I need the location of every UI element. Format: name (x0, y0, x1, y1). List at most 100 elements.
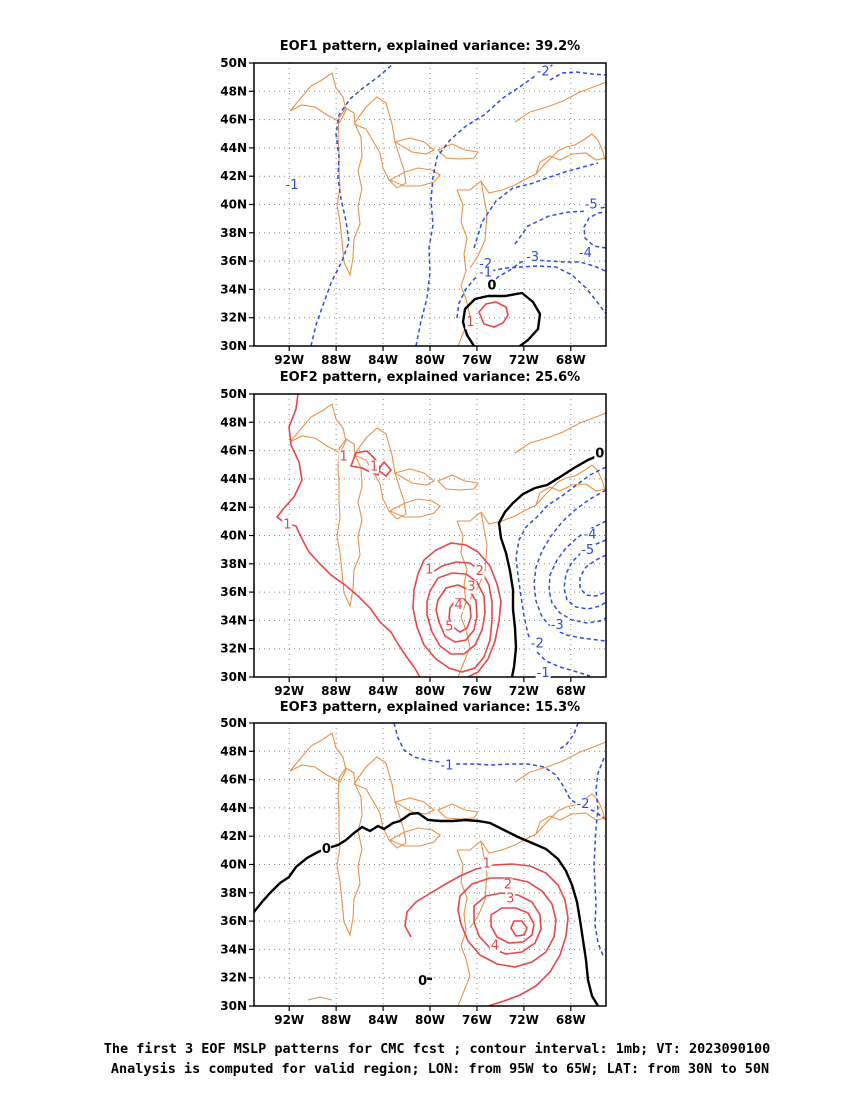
lon-tick-label: 72W (509, 1013, 539, 1027)
contour-label: 1 (340, 450, 348, 465)
panel-title: EOF2 pattern, explained variance: 25.6% (280, 370, 580, 385)
contour-label: 4 (491, 938, 499, 953)
coastlines (289, 732, 606, 1006)
lon-tick-label: 68W (556, 684, 586, 698)
contour-label: 0 (487, 278, 496, 293)
lon-tick-label: 92W (274, 1013, 304, 1027)
contour-label-background (417, 974, 428, 988)
contour-label-background (582, 528, 598, 542)
lon-tick-label: 92W (274, 684, 304, 698)
lon-tick-label: 76W (462, 1013, 492, 1027)
contour-label-background (478, 266, 494, 280)
lat-tick-label: 44N (220, 141, 247, 155)
contour-label-background (525, 251, 541, 265)
lon-tick-label: 88W (321, 1013, 351, 1027)
lat-tick-label: 50N (220, 387, 247, 401)
contour-label: 0 (322, 842, 331, 857)
contour-label-background (284, 178, 300, 192)
lat-tick-label: 48N (220, 744, 247, 758)
contour-label: -1 (440, 759, 453, 774)
axis-ticks: 92W 88W 84W 80W 76W 72W 68W 30N 32N 34N 36N 38N 40N 4… (220, 716, 586, 1027)
contour-label-background (549, 618, 565, 632)
contour-label: -4 (579, 246, 592, 261)
lat-tick-label: 38N (220, 886, 247, 900)
lat-tick-label: 48N (220, 84, 247, 98)
lon-tick-label: 84W (368, 353, 398, 367)
contour-label-background (453, 599, 464, 613)
lat-tick-label: 36N (220, 585, 247, 599)
lat-tick-label: 50N (220, 56, 247, 70)
contour-label: 1 (370, 459, 378, 474)
contour-label-background (369, 460, 380, 474)
lat-tick-label: 46N (220, 113, 247, 127)
contour-label-background (535, 65, 551, 79)
lon-tick-label: 72W (509, 684, 539, 698)
coastlines (289, 403, 606, 677)
lon-tick-label: 76W (462, 353, 492, 367)
eof2-panel: EOF2 pattern, explained variance: 25.6% (220, 370, 607, 698)
contour-label-background (505, 892, 516, 906)
contour-label: 1 (483, 856, 491, 871)
contour-label: 1 (425, 563, 433, 578)
lat-tick-label: 46N (220, 773, 247, 787)
lon-tick-label: 84W (368, 684, 398, 698)
contour-label: -1 (479, 266, 492, 281)
contour-label-background (444, 620, 455, 634)
lat-tick-label: 38N (220, 226, 247, 240)
lat-tick-label: 42N (220, 500, 247, 514)
contour-label-background (594, 447, 605, 461)
contours (275, 394, 606, 677)
lat-tick-label: 50N (220, 716, 247, 730)
map-gridlines (254, 394, 606, 677)
lat-tick-label: 42N (220, 169, 247, 183)
lat-tick-label: 44N (220, 472, 247, 486)
contour-label: -1 (286, 178, 299, 193)
contour-label: -3 (526, 250, 539, 265)
contour-label: -5 (581, 543, 594, 558)
contour-label-background (489, 939, 500, 953)
contour-label: 2 (476, 564, 484, 579)
lon-tick-label: 80W (415, 1013, 445, 1027)
lat-tick-label: 38N (220, 557, 247, 571)
coastlines (289, 72, 606, 346)
contour-label-background (466, 580, 477, 594)
lat-tick-label: 34N (220, 942, 247, 956)
contour-label: 3 (467, 580, 475, 595)
contour-label-background (320, 843, 331, 857)
contour-label: -5 (585, 198, 598, 213)
contour-label-background (583, 198, 599, 212)
contour-label-background (474, 565, 485, 579)
lat-tick-label: 40N (220, 529, 247, 543)
lat-tick-label: 34N (220, 613, 247, 627)
panel-title: EOF1 pattern, explained variance: 39.2% (280, 39, 580, 54)
contour-label: -4 (584, 527, 597, 542)
lat-tick-label: 30N (220, 339, 247, 353)
caption-line-1: The first 3 EOF MSLP patterns for CMC fc… (104, 1041, 770, 1057)
contour-label: 3 (506, 892, 514, 907)
contour-label-background (439, 759, 455, 773)
contour-label-background (481, 857, 492, 871)
contour-label-background (529, 637, 545, 651)
lon-tick-label: 92W (274, 353, 304, 367)
contour-label-background (577, 246, 593, 260)
contour-label: 0 (418, 974, 427, 989)
contour-labels: -1-2-3 -4-5-2-101 (284, 65, 599, 330)
lat-tick-label: 32N (220, 971, 247, 985)
contour-label-background (535, 667, 551, 680)
contour-labels: -1 -2 0 0 123 4 (320, 759, 591, 989)
lon-tick-label: 68W (556, 353, 586, 367)
contour-label-background (465, 316, 476, 330)
contour-label: -1 (537, 666, 550, 681)
contour-label-background (424, 563, 435, 577)
contours (254, 723, 605, 1006)
lat-tick-label: 32N (220, 311, 247, 325)
contour-label-background (575, 797, 591, 811)
lon-tick-label: 88W (321, 684, 351, 698)
lat-tick-label: 34N (220, 282, 247, 296)
lon-tick-label: 76W (462, 684, 492, 698)
contour-label-background (580, 543, 596, 557)
lat-tick-label: 36N (220, 254, 247, 268)
lon-tick-label: 72W (509, 353, 539, 367)
lat-tick-label: 40N (220, 198, 247, 212)
